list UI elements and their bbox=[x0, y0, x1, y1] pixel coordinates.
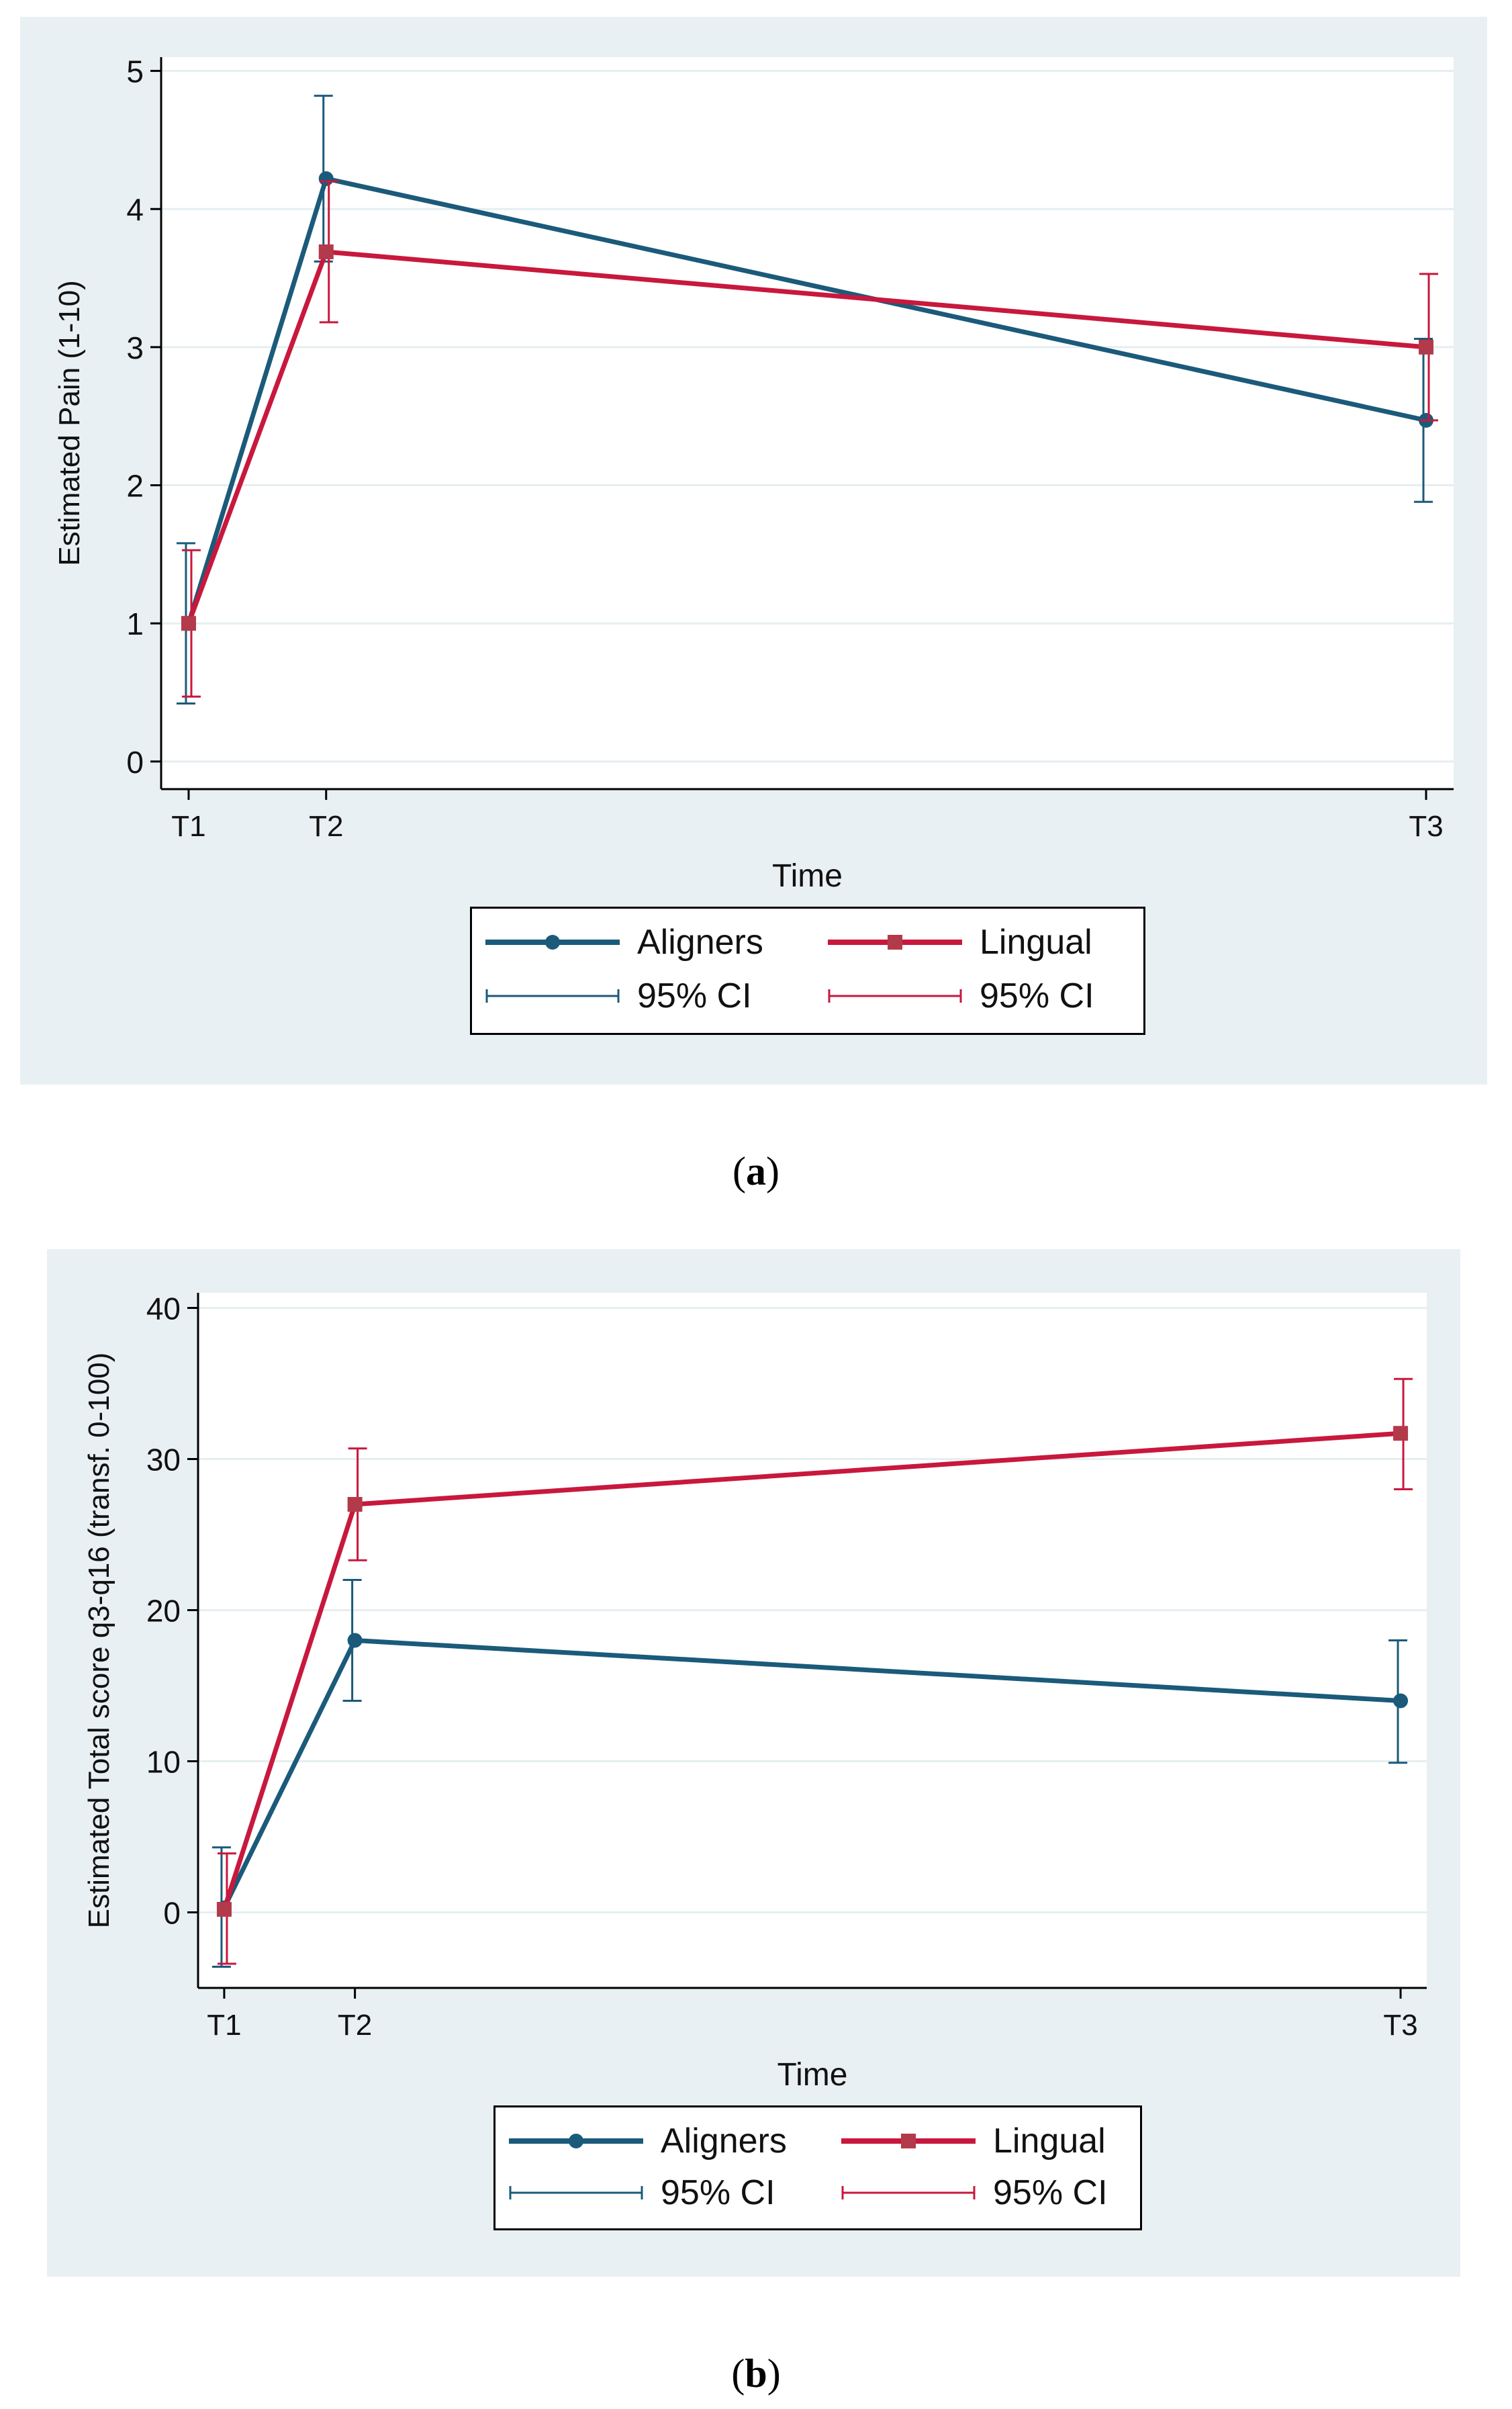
chart-a-lingual-point bbox=[318, 244, 334, 259]
chart-b-lingual-point bbox=[1393, 1426, 1409, 1441]
caption-b: (b) bbox=[731, 2351, 781, 2396]
chart-b-aligners-point bbox=[1393, 1693, 1409, 1709]
chart-a-aligners-point bbox=[318, 171, 334, 186]
chart-panel-a: 0 1 2 3 4 5 T1 T2 T3 Time Estimated Pain (1-10) Al… bbox=[20, 17, 1487, 1085]
chart-a-y-tick-label: 2 bbox=[126, 469, 144, 504]
chart-a-lingual-point bbox=[1419, 339, 1434, 355]
legend-b-aligners-ci-label: 95% CI bbox=[661, 2173, 775, 2212]
chart-b-lingual-point bbox=[216, 1902, 232, 1917]
chart-a-y-axis-title: Estimated Pain (1-10) bbox=[53, 280, 86, 566]
chart-a-plot-area bbox=[161, 57, 1454, 789]
chart-b-y-tick-label: 10 bbox=[146, 1745, 181, 1780]
chart-b-plot-area bbox=[198, 1293, 1427, 1988]
legend-a-item-aligners-ci: 95% CI bbox=[485, 972, 752, 1019]
caption-a: (a) bbox=[733, 1149, 779, 1193]
chart-a-y-tick-label: 0 bbox=[126, 745, 144, 780]
chart-b-y-tick-label: 0 bbox=[163, 1896, 181, 1931]
chart-b-x-tick-label: T1 bbox=[207, 2009, 241, 2042]
legend-a-lingual-ci-label: 95% CI bbox=[980, 976, 1094, 1015]
legend-a-item-aligners: Aligners bbox=[485, 919, 763, 966]
legend-a-item-lingual: Lingual bbox=[828, 919, 1092, 966]
legend-b: Aligners Lingual 95% CI 95% CI bbox=[493, 2105, 1142, 2230]
legend-b-item-lingual-ci: 95% CI bbox=[841, 2169, 1108, 2216]
chart-b-aligners-point bbox=[347, 1633, 363, 1648]
chart-a-x-tick-label: T2 bbox=[309, 810, 343, 843]
chart-b-x-tick-label: T3 bbox=[1383, 2009, 1417, 2042]
chart-b-y-tick-label: 40 bbox=[146, 1291, 181, 1326]
chart-b-y-axis-title: Estimated Total score q3-q16 (transf. 0-… bbox=[83, 1353, 115, 1929]
legend-a-aligners-ci-label: 95% CI bbox=[637, 976, 752, 1015]
legend-b-item-aligners: Aligners bbox=[509, 2118, 787, 2165]
legend-b-lingual-ci-label: 95% CI bbox=[993, 2173, 1108, 2212]
legend-a-aligners-label: Aligners bbox=[637, 923, 763, 962]
chart-a-y-tick-label: 4 bbox=[126, 192, 144, 227]
legend-a: Aligners Lingual 95% CI 95% CI bbox=[470, 907, 1145, 1035]
chart-a-lingual-point bbox=[181, 616, 196, 631]
chart-b-svg: 0 10 20 30 40 T1 T2 T3 Time Estimated Total score… bbox=[83, 1291, 1427, 2093]
chart-b-y-tick-label: 20 bbox=[146, 1594, 181, 1629]
chart-a-x-tick-label: T1 bbox=[171, 810, 205, 843]
legend-b-item-lingual: Lingual bbox=[841, 2118, 1106, 2165]
legend-b-item-aligners-ci: 95% CI bbox=[509, 2169, 775, 2216]
chart-b-x-axis-title: Time bbox=[777, 2057, 848, 2093]
chart-a-svg: 0 1 2 3 4 5 T1 T2 T3 Time Estimated Pain (1-10) bbox=[53, 54, 1454, 894]
chart-a-y-tick-label: 5 bbox=[126, 54, 144, 89]
chart-a-y-tick-label: 3 bbox=[126, 330, 144, 365]
chart-a-x-axis-title: Time bbox=[772, 858, 843, 894]
legend-b-aligners-label: Aligners bbox=[661, 2122, 787, 2161]
chart-b-y-tick-label: 30 bbox=[146, 1443, 181, 1478]
chart-b-lingual-point bbox=[347, 1497, 363, 1512]
chart-a-y-tick-label: 1 bbox=[126, 606, 144, 641]
legend-b-lingual-label: Lingual bbox=[993, 2122, 1106, 2161]
chart-a-x-tick-label: T3 bbox=[1409, 810, 1443, 843]
legend-a-item-lingual-ci: 95% CI bbox=[828, 972, 1094, 1019]
chart-b-x-tick-label: T2 bbox=[338, 2009, 372, 2042]
legend-a-lingual-label: Lingual bbox=[980, 923, 1092, 962]
chart-panel-b: 0 10 20 30 40 T1 T2 T3 Time Estimated Total score… bbox=[47, 1249, 1460, 2277]
